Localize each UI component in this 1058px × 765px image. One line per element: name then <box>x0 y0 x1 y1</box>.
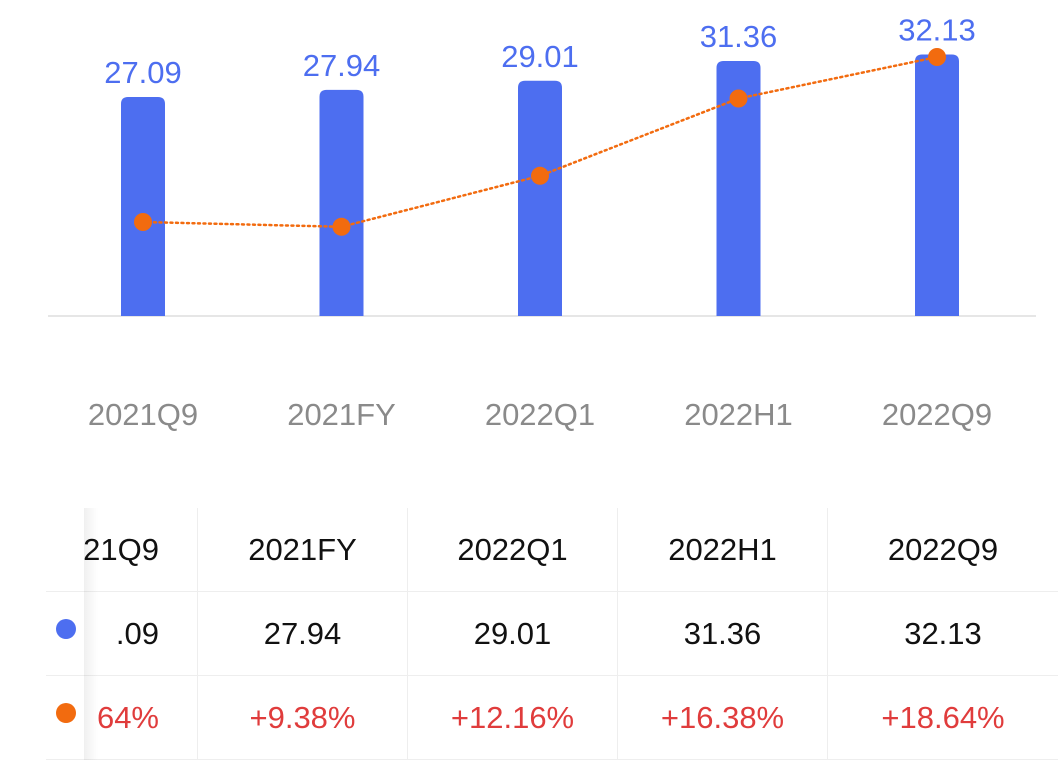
table-header-cell: 2021FY <box>198 508 408 592</box>
table-header-cell: 2022H1 <box>618 508 828 592</box>
line-point <box>134 213 152 231</box>
table-cell: 27.94 <box>198 592 408 676</box>
table-cell: 64% <box>46 676 198 760</box>
bar <box>915 54 959 316</box>
table-header-cell: 2022Q9 <box>887 532 999 567</box>
chart: 27.09 2021Q9 27.94 2021FY 29.01 2022Q1 31.36 20… <box>48 12 1036 432</box>
x-tick-label: 2021Q9 <box>88 397 198 432</box>
table-cell: +12.16% <box>408 676 618 760</box>
bar-value-label: 27.09 <box>104 55 182 90</box>
table-cell: +9.38% <box>198 676 408 760</box>
table-header-cell: 2022Q1 <box>408 508 618 592</box>
table-cell: +18.64% <box>881 700 1005 735</box>
bar <box>518 80 562 316</box>
line-point <box>729 89 748 108</box>
bar-value-label: 32.13 <box>898 12 976 47</box>
table-cell: .09 <box>46 592 198 676</box>
bar <box>121 97 165 316</box>
x-tick-label: 2021FY <box>287 397 396 432</box>
table-cell: 31.36 <box>618 592 828 676</box>
table-row-values: .09 27.94 29.01 31.36 32.13 <box>46 592 1058 676</box>
table-header-row: 21Q9 2021FY 2022Q1 2022H1 2022Q9 <box>46 508 1058 592</box>
data-table-container[interactable]: 21Q9 2021FY 2022Q1 2022H1 2022Q9 .09 27.… <box>46 508 1058 760</box>
x-tick-label: 2022Q9 <box>882 397 992 432</box>
bar <box>716 60 761 317</box>
x-tick-label: 2022Q1 <box>485 397 595 432</box>
table-cell: 29.01 <box>408 592 618 676</box>
bar-value-label: 27.94 <box>303 48 381 83</box>
bar-value-label: 29.01 <box>501 39 579 74</box>
bar <box>319 89 364 317</box>
legend-dot-bar-icon <box>56 619 76 639</box>
line-point <box>928 48 946 66</box>
line-point <box>332 217 351 236</box>
bar-value-label: 31.36 <box>700 19 778 54</box>
table-cell: +16.38% <box>618 676 828 760</box>
table-header-cell: 21Q9 <box>46 508 198 592</box>
table-cell: 32.13 <box>904 616 982 651</box>
legend-dot-line-icon <box>56 703 76 723</box>
scroll-shadow <box>84 508 98 760</box>
table-row-percent: 64% +9.38% +12.16% +16.38% +18.64% <box>46 676 1058 760</box>
x-tick-label: 2022H1 <box>684 397 793 432</box>
data-table: 21Q9 2021FY 2022Q1 2022H1 2022Q9 .09 27.… <box>46 508 1058 760</box>
line-point <box>531 166 549 185</box>
